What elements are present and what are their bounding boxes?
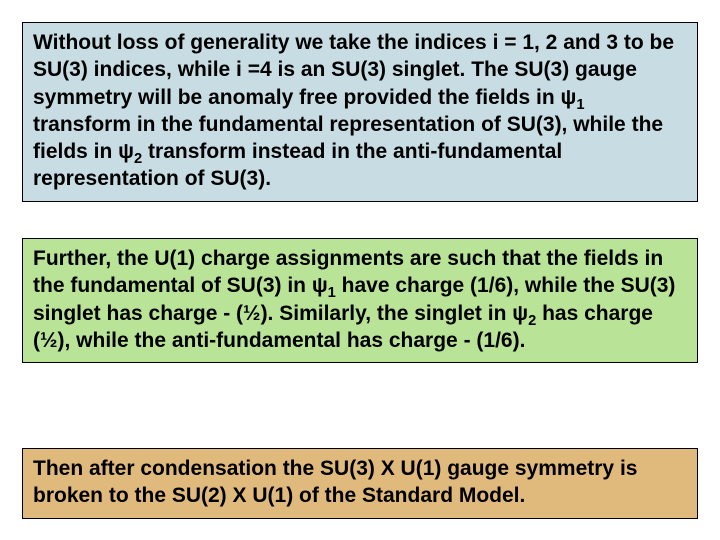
text-box-2: Further, the U(1) charge assignments are…: [22, 238, 698, 363]
paragraph-2: Further, the U(1) charge assignments are…: [33, 247, 675, 352]
text-box-1: Without loss of generality we take the i…: [22, 22, 698, 202]
paragraph-1: Without loss of generality we take the i…: [33, 31, 674, 190]
text-box-3: Then after condensation the SU(3) X U(1)…: [22, 448, 698, 519]
paragraph-3: Then after condensation the SU(3) X U(1)…: [33, 457, 637, 507]
